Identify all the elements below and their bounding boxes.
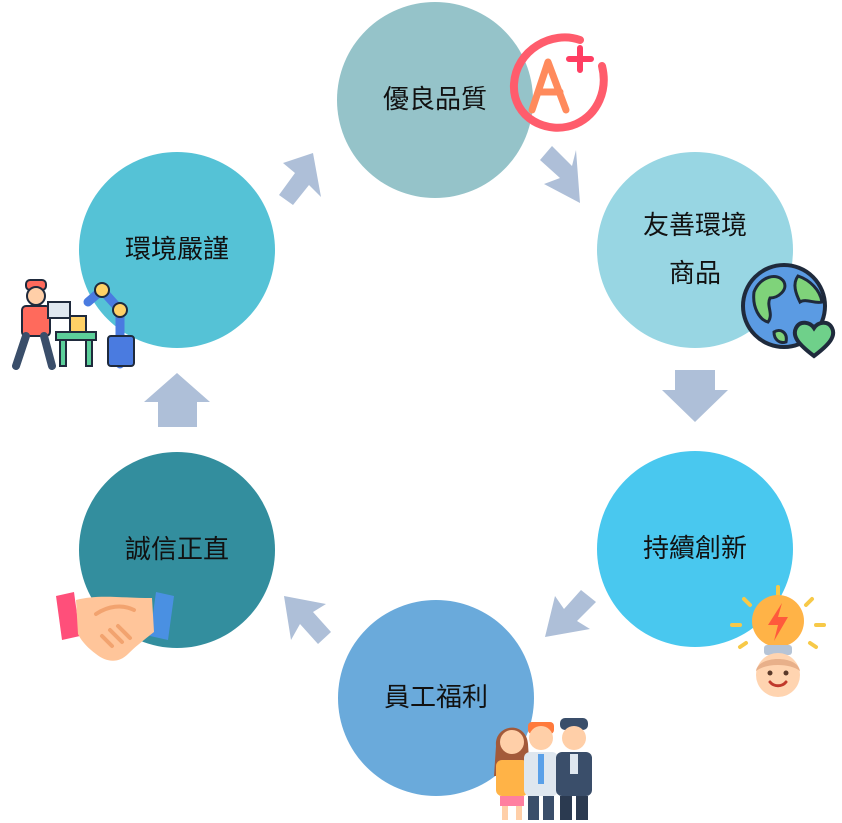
arrow-innov-to-welfare: [545, 590, 596, 637]
arrow-quality-to-eco: [540, 146, 580, 203]
node-quality-label: 優良品質: [382, 85, 487, 115]
arrow-welfare-to-integrity: [284, 596, 331, 644]
employees-group-icon: [494, 718, 592, 820]
handshake-icon: [56, 592, 174, 661]
lightbulb-idea-icon: [730, 585, 826, 697]
arrow-env-to-quality: [279, 153, 321, 205]
node-environment-label: 環境嚴謹: [124, 235, 229, 265]
a-plus-grade-icon: [509, 33, 608, 132]
arrow-integrity-to-env: [144, 373, 210, 427]
node-welfare-label: 員工福利: [383, 683, 488, 713]
node-integrity-label: 誠信正直: [124, 535, 229, 565]
node-environment: 環境嚴謹: [79, 152, 275, 348]
earth-heart-icon: [741, 263, 836, 359]
node-quality: 優良品質: [337, 2, 533, 198]
node-eco-label-line2: 商品: [668, 259, 721, 289]
node-innovation-label: 持續創新: [642, 534, 747, 564]
node-innovation: 持續創新: [597, 451, 793, 647]
arrow-eco-to-innovation: [662, 370, 728, 422]
factory-worker-robot-icon: [12, 279, 135, 370]
node-eco-label-line1: 友善環境: [642, 211, 747, 241]
